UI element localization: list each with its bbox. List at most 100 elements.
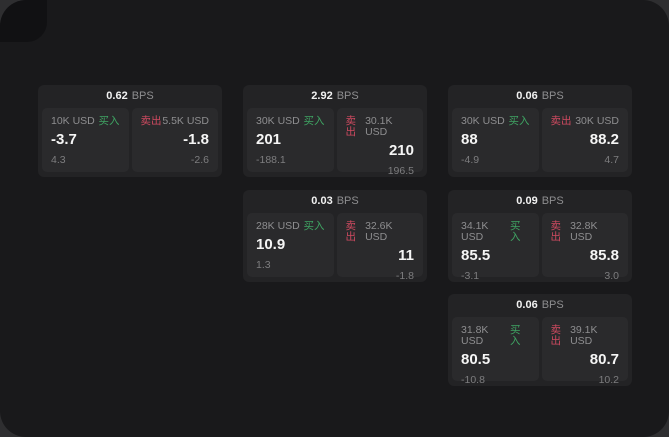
sell-quote-tile[interactable]: 卖出 32.8K USD 85.8 3.0 bbox=[541, 213, 628, 282]
bps-value: 0.03 bbox=[311, 195, 333, 207]
sell-amount: 32.8K USD bbox=[570, 220, 598, 243]
sell-tile-header: 卖出 30.1K USD bbox=[346, 116, 415, 138]
card-header: 2.92 BPS bbox=[243, 85, 427, 108]
sell-quote-tile[interactable]: 卖出 30.1K USD 210 196.5 bbox=[336, 108, 423, 177]
sell-quote-tile[interactable]: 卖出 30K USD 88.2 4.7 bbox=[541, 108, 628, 172]
bps-value: 0.62 bbox=[106, 90, 128, 102]
card-body: 30K USD 买入 201 -188.1 卖出 30.1K USD 210 1… bbox=[243, 108, 427, 177]
sell-amount: 32.6K USD bbox=[365, 220, 393, 243]
corner-tile bbox=[0, 0, 47, 42]
card-header: 0.62 BPS bbox=[38, 85, 222, 108]
bps-unit-label: BPS bbox=[131, 90, 154, 102]
card-body: 30K USD 买入 88 -4.9 卖出 30K USD 88.2 4.7 bbox=[448, 108, 632, 172]
sell-price: 11 bbox=[398, 247, 414, 264]
buy-amount: 28K USD bbox=[256, 220, 300, 232]
sell-price: 85.8 bbox=[589, 247, 619, 264]
quote-card: 0.62 BPS 10K USD 买入 -3.7 4.3 卖出 5.5K USD… bbox=[38, 85, 222, 177]
buy-side-label: 买入 bbox=[509, 324, 521, 347]
card-body: 31.8K USD 买入 80.5 -10.8 卖出 39.1K USD 80.… bbox=[448, 317, 632, 386]
bps-value: 0.06 bbox=[516, 90, 538, 102]
buy-side-label: 买入 bbox=[303, 115, 325, 127]
buy-side-label: 买入 bbox=[509, 220, 521, 243]
sell-tile-header: 卖出 32.8K USD bbox=[551, 221, 620, 243]
bps-unit-label: BPS bbox=[541, 195, 564, 207]
buy-delta: 4.3 bbox=[51, 154, 66, 166]
buy-quote-tile[interactable]: 34.1K USD 买入 85.5 -3.1 bbox=[452, 213, 539, 282]
buy-tile-header: 10K USD 买入 bbox=[51, 116, 120, 127]
sell-delta: 4.7 bbox=[604, 154, 619, 166]
sell-price: 210 bbox=[388, 142, 414, 159]
sell-quote-tile[interactable]: 卖出 39.1K USD 80.7 10.2 bbox=[541, 317, 628, 386]
bps-unit-label: BPS bbox=[541, 90, 564, 102]
card-body: 10K USD 买入 -3.7 4.3 卖出 5.5K USD -1.8 -2.… bbox=[38, 108, 222, 172]
sell-amount: 30.1K USD bbox=[365, 115, 393, 138]
buy-quote-tile[interactable]: 10K USD 买入 -3.7 4.3 bbox=[42, 108, 129, 172]
bps-unit-label: BPS bbox=[541, 299, 564, 311]
quote-card: 0.03 BPS 28K USD 买入 10.9 1.3 卖出 32.6K US… bbox=[243, 190, 427, 282]
sell-delta: 10.2 bbox=[598, 374, 619, 386]
buy-tile-header: 31.8K USD 买入 bbox=[461, 325, 530, 347]
sell-price: 88.2 bbox=[589, 131, 619, 148]
buy-price: 201 bbox=[256, 131, 282, 148]
buy-tile-header: 30K USD 买入 bbox=[461, 116, 530, 127]
buy-price: 10.9 bbox=[256, 236, 286, 253]
card-body: 34.1K USD 买入 85.5 -3.1 卖出 32.8K USD 85.8… bbox=[448, 213, 632, 282]
buy-quote-tile[interactable]: 30K USD 买入 201 -188.1 bbox=[247, 108, 334, 172]
sell-side-label: 卖出 bbox=[550, 220, 562, 243]
buy-side-label: 买入 bbox=[98, 115, 120, 127]
sell-side-label: 卖出 bbox=[345, 220, 357, 243]
buy-price: 85.5 bbox=[461, 247, 491, 264]
card-header: 0.06 BPS bbox=[448, 85, 632, 108]
buy-delta: -3.1 bbox=[461, 270, 480, 282]
sell-tile-header: 卖出 32.6K USD bbox=[346, 221, 415, 243]
buy-amount: 30K USD bbox=[461, 115, 505, 127]
buy-tile-header: 34.1K USD 买入 bbox=[461, 221, 530, 243]
sell-delta: -1.8 bbox=[395, 270, 414, 282]
buy-amount: 10K USD bbox=[51, 115, 95, 127]
card-body: 28K USD 买入 10.9 1.3 卖出 32.6K USD 11 -1.8 bbox=[243, 213, 427, 282]
sell-side-label: 卖出 bbox=[550, 324, 562, 347]
bps-value: 2.92 bbox=[311, 90, 333, 102]
card-header: 0.03 BPS bbox=[243, 190, 427, 213]
buy-quote-tile[interactable]: 30K USD 买入 88 -4.9 bbox=[452, 108, 539, 172]
sell-delta: 196.5 bbox=[387, 165, 414, 177]
sell-tile-header: 卖出 39.1K USD bbox=[551, 325, 620, 347]
card-header: 0.06 BPS bbox=[448, 294, 632, 317]
buy-amount: 34.1K USD bbox=[461, 220, 489, 243]
buy-delta: 1.3 bbox=[256, 259, 271, 271]
buy-delta: -4.9 bbox=[461, 154, 480, 166]
buy-side-label: 买入 bbox=[303, 220, 325, 232]
sell-side-label: 卖出 bbox=[345, 115, 357, 138]
buy-side-label: 买入 bbox=[508, 115, 530, 127]
sell-delta: -2.6 bbox=[190, 154, 209, 166]
quote-card: 0.06 BPS 31.8K USD 买入 80.5 -10.8 卖出 39.1… bbox=[448, 294, 632, 386]
sell-tile-header: 卖出 5.5K USD bbox=[141, 116, 210, 127]
buy-amount: 31.8K USD bbox=[461, 324, 489, 347]
sell-price: -1.8 bbox=[183, 131, 209, 148]
sell-quote-tile[interactable]: 卖出 32.6K USD 11 -1.8 bbox=[336, 213, 423, 282]
buy-quote-tile[interactable]: 28K USD 买入 10.9 1.3 bbox=[247, 213, 334, 277]
quote-card: 0.06 BPS 30K USD 买入 88 -4.9 卖出 30K USD 8… bbox=[448, 85, 632, 177]
buy-price: -3.7 bbox=[51, 131, 77, 148]
buy-tile-header: 30K USD 买入 bbox=[256, 116, 325, 127]
bps-value: 0.09 bbox=[516, 195, 538, 207]
sell-side-label: 卖出 bbox=[140, 115, 162, 127]
buy-price: 88 bbox=[461, 131, 478, 148]
buy-quote-tile[interactable]: 31.8K USD 买入 80.5 -10.8 bbox=[452, 317, 539, 386]
sell-amount: 30K USD bbox=[575, 115, 619, 127]
buy-amount: 30K USD bbox=[256, 115, 300, 127]
card-header: 0.09 BPS bbox=[448, 190, 632, 213]
bps-unit-label: BPS bbox=[336, 195, 359, 207]
sell-amount: 5.5K USD bbox=[162, 115, 209, 127]
buy-tile-header: 28K USD 买入 bbox=[256, 221, 325, 232]
buy-delta: -10.8 bbox=[461, 374, 485, 386]
sell-tile-header: 卖出 30K USD bbox=[551, 116, 620, 127]
sell-price: 80.7 bbox=[589, 351, 619, 368]
buy-delta: -188.1 bbox=[256, 154, 286, 166]
quote-card: 0.09 BPS 34.1K USD 买入 85.5 -3.1 卖出 32.8K… bbox=[448, 190, 632, 282]
buy-price: 80.5 bbox=[461, 351, 491, 368]
sell-quote-tile[interactable]: 卖出 5.5K USD -1.8 -2.6 bbox=[131, 108, 218, 172]
bps-unit-label: BPS bbox=[336, 90, 359, 102]
